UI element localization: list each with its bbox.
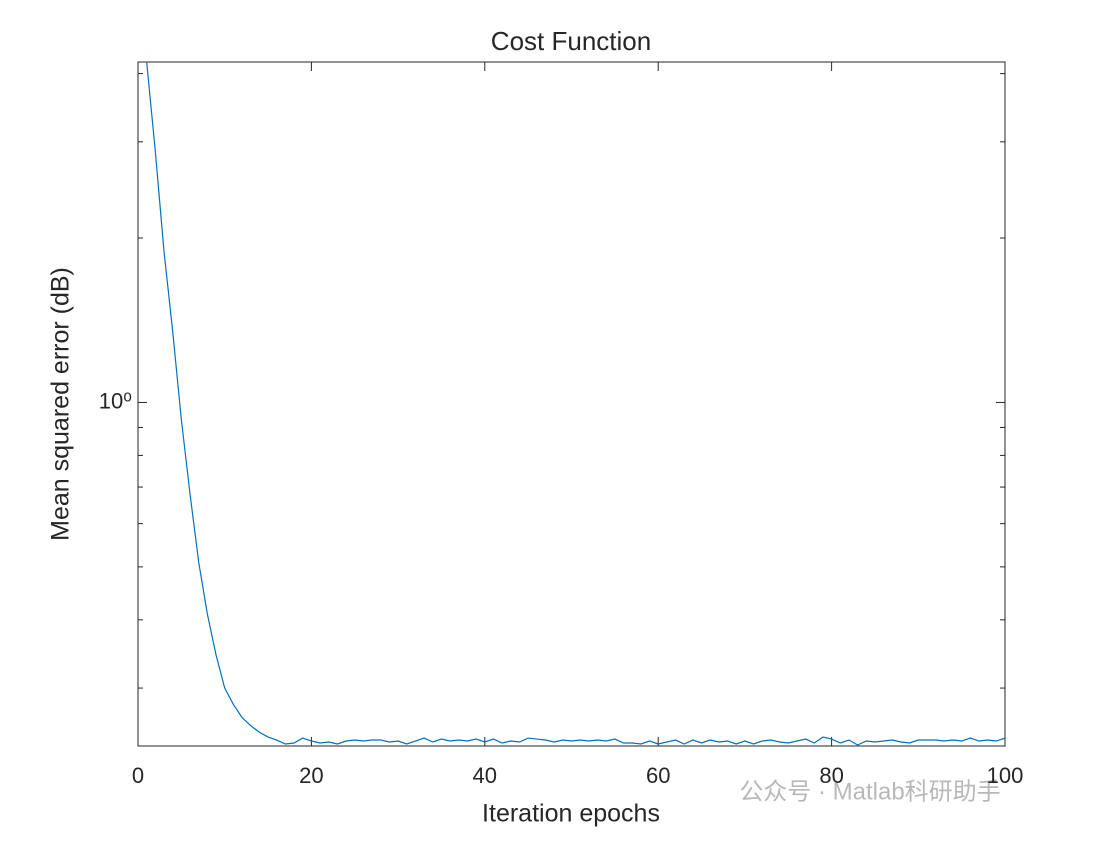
x-tick-label: 20 [299,763,323,788]
data-line [146,62,1005,746]
y-axis-label: Mean squared error (dB) [47,267,75,541]
y-tick-label: 10⁰ [99,388,132,413]
plot-box [137,61,1006,747]
x-tick-label: 100 [987,763,1024,788]
x-tick-label: 80 [819,763,843,788]
x-axis-label: Iteration epochs [482,800,660,828]
x-tick-label: 60 [646,763,670,788]
chart-title: Cost Function [491,26,651,56]
x-tick-label: 40 [473,763,497,788]
x-tick-label: 0 [132,763,144,788]
watermark: 公众号 · Matlab科研助手 [739,778,1000,805]
